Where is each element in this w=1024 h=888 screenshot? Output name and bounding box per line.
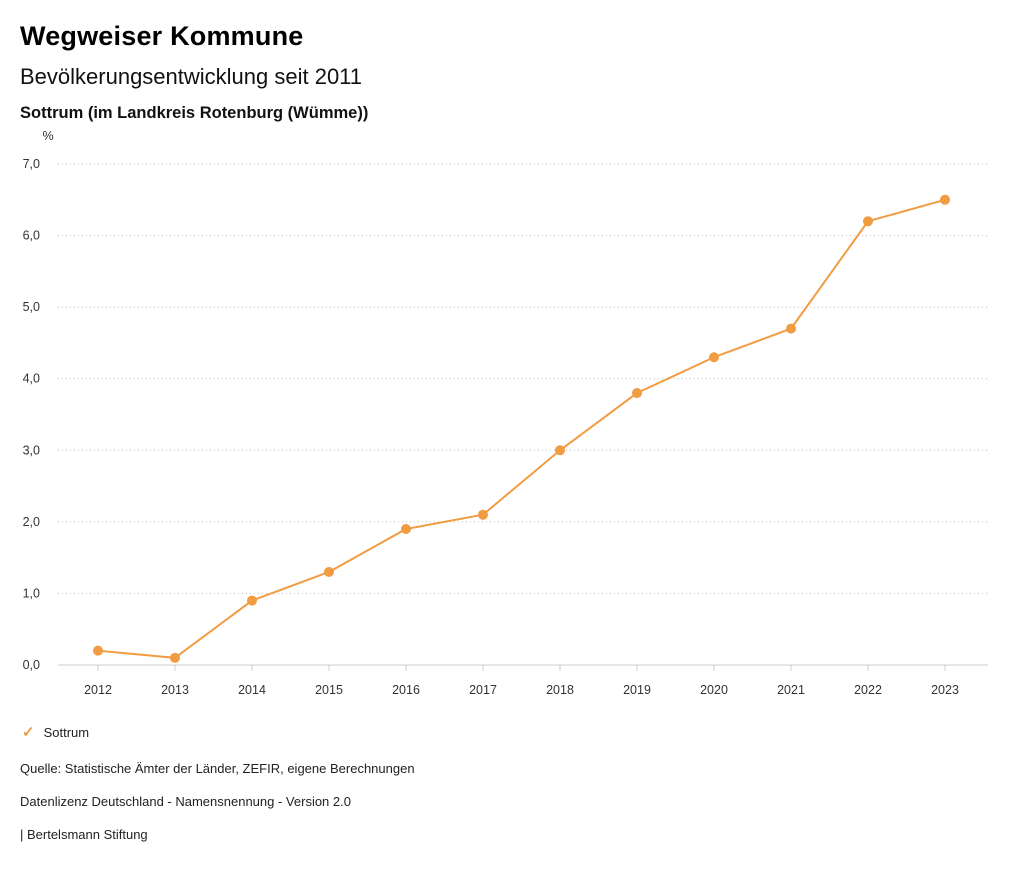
legend-label: Sottrum: [43, 724, 90, 740]
chart-header: Wegweiser Kommune Bevölkerungsentwicklun…: [0, 0, 1024, 123]
y-axis-unit-label: %: [42, 129, 53, 143]
x-tick-label: 2019: [623, 683, 651, 697]
data-point[interactable]: [709, 352, 719, 363]
data-point[interactable]: [170, 652, 180, 663]
x-tick-label: 2016: [392, 683, 420, 697]
y-tick-label: 5,0: [23, 300, 40, 314]
data-point[interactable]: [632, 388, 642, 399]
data-point[interactable]: [93, 645, 103, 656]
check-icon: ✓: [22, 723, 35, 741]
y-tick-label: 7,0: [23, 157, 40, 171]
footer: Quelle: Statistische Ämter der Länder, Z…: [20, 761, 1024, 842]
y-tick-label: 6,0: [23, 229, 40, 243]
data-point[interactable]: [940, 194, 950, 205]
y-tick-label: 1,0: [23, 586, 40, 600]
data-point[interactable]: [786, 323, 796, 334]
x-tick-label: 2020: [700, 683, 728, 697]
x-tick-label: 2023: [931, 683, 959, 697]
x-tick-label: 2013: [161, 683, 189, 697]
series-line: [97, 198, 946, 659]
data-point[interactable]: [478, 509, 488, 520]
x-tick-label: 2012: [84, 683, 112, 697]
data-point[interactable]: [401, 524, 411, 535]
data-point[interactable]: [555, 445, 565, 456]
y-tick-label: 2,0: [23, 515, 40, 529]
y-tick-label: 4,0: [23, 372, 40, 386]
chart-subtitle: Bevölkerungsentwicklung seit 2011: [20, 64, 363, 89]
x-tick-label: 2014: [238, 683, 266, 697]
line-chart-svg: % 0,0 1,0 2,0 3,0 4,0 5,0 6,0 7,0 2012 2013 2014 201…: [23, 129, 988, 697]
attribution-note: | Bertelsmann Stiftung: [20, 827, 148, 842]
population-line-chart: % 0,0 1,0 2,0 3,0 4,0 5,0 6,0 7,0 2012 2013 2014 201…: [0, 125, 1024, 717]
x-tick-label: 2018: [546, 683, 574, 697]
source-note: Quelle: Statistische Ämter der Länder, Z…: [20, 761, 415, 776]
data-point[interactable]: [324, 566, 334, 577]
data-point[interactable]: [863, 216, 873, 227]
page-title: Wegweiser Kommune: [20, 21, 304, 51]
legend[interactable]: ✓ Sottrum: [22, 721, 1024, 743]
license-note: Datenlizenz Deutschland - Namensnennung …: [20, 794, 351, 809]
x-tick-label: 2022: [854, 683, 882, 697]
data-point[interactable]: [247, 595, 257, 606]
y-tick-label: 0,0: [23, 658, 40, 672]
x-tick-label: 2021: [777, 683, 805, 697]
region-label: Sottrum (im Landkreis Rotenburg (Wümme)): [20, 104, 369, 122]
x-tick-label: 2015: [315, 683, 343, 697]
y-tick-label: 3,0: [23, 443, 40, 457]
x-tick-label: 2017: [469, 683, 497, 697]
